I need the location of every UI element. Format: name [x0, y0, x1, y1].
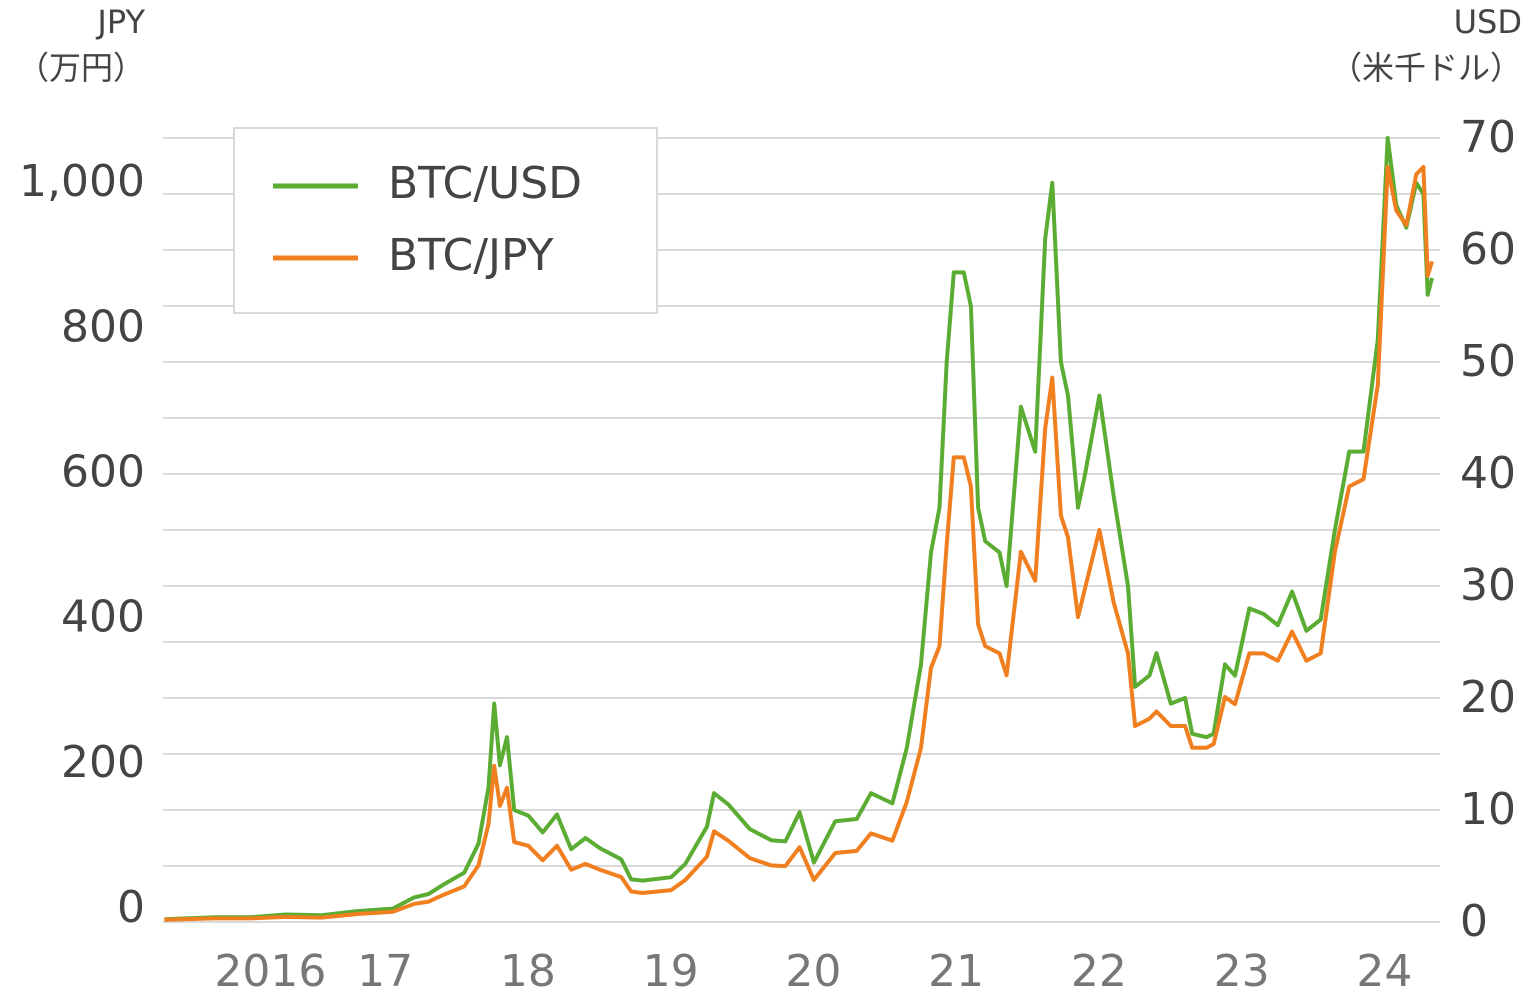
- y2-tick-label: 70: [1460, 112, 1516, 163]
- x-tick-label: 20: [785, 946, 841, 997]
- x-tick-label: 2016: [214, 946, 326, 997]
- y-tick-label: 200: [61, 737, 145, 788]
- y2-axis-unit: USD: [1454, 3, 1522, 41]
- y-tick-label: 800: [61, 301, 145, 352]
- y-axis-unit: （万円）: [17, 49, 145, 87]
- legend-box: [233, 127, 658, 314]
- y-tick-label: 0: [117, 882, 145, 933]
- y-axis-unit: JPY: [95, 3, 145, 41]
- x-tick-label: 21: [928, 946, 984, 997]
- y2-tick-label: 50: [1460, 336, 1516, 387]
- y2-tick-label: 20: [1460, 672, 1516, 723]
- y2-axis-unit: （米千ドル）: [1330, 49, 1522, 87]
- y2-tick-label: 10: [1460, 784, 1516, 835]
- x-tick-label: 22: [1071, 946, 1127, 997]
- y2-tick-label: 30: [1460, 560, 1516, 611]
- y-tick-label: 1,000: [19, 156, 145, 207]
- legend-label: BTC/USD: [388, 158, 582, 209]
- x-tick-label: 18: [500, 946, 556, 997]
- y2-tick-label: 40: [1460, 448, 1516, 499]
- y2-tick-label: 0: [1460, 896, 1488, 947]
- x-tick-label: 24: [1356, 946, 1412, 997]
- series-line: [164, 165, 1434, 922]
- x-tick-label: 23: [1214, 946, 1270, 997]
- x-tick-label: 17: [357, 946, 413, 997]
- x-tick-label: 19: [643, 946, 699, 997]
- legend: BTC/USD BTC/JPY: [233, 127, 658, 314]
- y2-tick-label: 60: [1460, 224, 1516, 275]
- y-tick-label: 600: [61, 446, 145, 497]
- series-line: [164, 136, 1434, 922]
- legend-label: BTC/JPY: [388, 230, 554, 281]
- y-tick-label: 400: [61, 592, 145, 643]
